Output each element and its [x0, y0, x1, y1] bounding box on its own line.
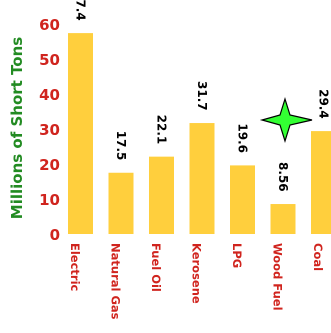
star-marker-icon: [259, 96, 313, 144]
category-label: Wood Fuel: [271, 243, 285, 311]
y-tick-label: 20: [39, 156, 60, 174]
value-label: 19.6: [236, 123, 250, 153]
value-labels: 57.4 17.5 22.1 31.7 19.6 8.56 29.4: [74, 0, 331, 192]
category-label: Kerosene: [190, 243, 204, 304]
category-label: Natural Gas: [109, 243, 123, 320]
value-label: 57.4: [74, 0, 88, 21]
bars: [68, 33, 331, 234]
value-label: 8.56: [276, 162, 290, 192]
value-label: 31.7: [195, 81, 209, 111]
y-axis-ticks: 0 10 20 30 40 50 60: [39, 16, 60, 244]
bar: [108, 172, 134, 234]
value-label: 22.1: [155, 115, 169, 145]
y-tick-label: 10: [39, 191, 60, 209]
y-tick-label: 40: [39, 86, 60, 104]
category-labels: Electric Natural Gas Fuel Oil Kerosene LPG Wo…: [68, 243, 325, 320]
category-label: LPG: [230, 243, 244, 268]
bar: [189, 123, 215, 234]
bar: [149, 156, 174, 234]
y-tick-label: 60: [39, 16, 60, 34]
y-axis-label: Millions of Short Tons: [8, 37, 26, 219]
value-label: 29.4: [317, 89, 331, 119]
category-label: Fuel Oil: [149, 243, 163, 292]
y-tick-label: 0: [50, 226, 60, 244]
bar: [311, 131, 331, 234]
star-marker-shape: [259, 96, 313, 144]
value-label: 17.5: [114, 131, 128, 161]
bar: [230, 165, 255, 234]
y-axis-title: Millions of Short Tons: [8, 37, 26, 219]
bar: [68, 33, 93, 234]
bar: [270, 204, 296, 234]
y-tick-label: 50: [39, 51, 60, 69]
category-label: Electric: [68, 243, 82, 292]
y-tick-label: 30: [39, 121, 60, 139]
category-label: Coal: [311, 243, 325, 271]
